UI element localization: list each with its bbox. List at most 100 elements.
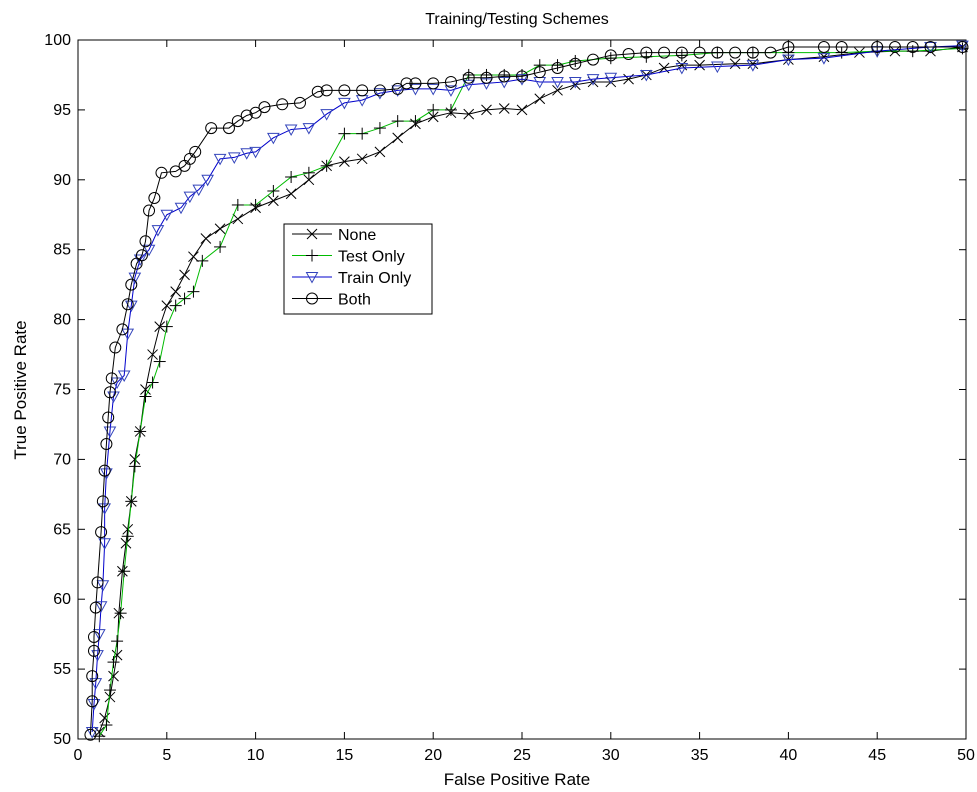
data-point xyxy=(373,122,386,135)
data-point xyxy=(338,97,351,110)
data-point xyxy=(568,76,582,89)
y-axis-label: True Positive Rate xyxy=(11,320,30,459)
data-point xyxy=(205,122,218,135)
data-point xyxy=(835,40,848,53)
data-point xyxy=(498,70,511,83)
legend-box xyxy=(283,223,433,315)
data-point xyxy=(640,46,653,59)
legend: None Test Only Train Only Both xyxy=(283,223,433,315)
legend-label: Test Only xyxy=(338,249,405,266)
data-point xyxy=(604,49,617,62)
legend-marker xyxy=(305,272,319,284)
data-point xyxy=(187,285,200,298)
data-point xyxy=(232,213,244,225)
data-point xyxy=(956,40,969,53)
data-point xyxy=(128,272,142,285)
data-point xyxy=(103,386,116,399)
data-point xyxy=(148,191,161,204)
data-point xyxy=(103,684,116,697)
data-point xyxy=(240,148,254,160)
data-point xyxy=(192,184,206,197)
x-tick-label: 15 xyxy=(336,747,354,764)
data-point xyxy=(409,77,422,90)
data-point xyxy=(605,76,617,88)
data-point xyxy=(391,82,404,95)
data-point xyxy=(356,84,369,97)
x-tick-label: 0 xyxy=(74,747,83,764)
data-point xyxy=(122,523,134,535)
data-point xyxy=(746,60,760,72)
data-point xyxy=(694,59,705,71)
data-point xyxy=(906,40,919,53)
data-point xyxy=(817,40,830,53)
data-point xyxy=(188,251,199,263)
data-point xyxy=(121,530,134,543)
x-tick-label: 35 xyxy=(691,747,709,764)
data-point xyxy=(515,74,529,86)
data-point xyxy=(444,75,457,88)
data-point xyxy=(121,298,134,311)
data-point xyxy=(320,84,333,97)
data-point xyxy=(100,438,113,451)
data-point xyxy=(153,355,166,368)
data-point xyxy=(516,70,528,83)
data-point xyxy=(146,376,159,389)
data-point xyxy=(764,46,777,59)
y-tick-label: 80 xyxy=(53,312,71,329)
data-point xyxy=(249,106,262,119)
data-point xyxy=(587,53,600,66)
data-point xyxy=(179,269,190,281)
data-point xyxy=(675,46,688,59)
data-point xyxy=(267,184,280,197)
y-tick-label: 55 xyxy=(53,661,71,678)
data-point xyxy=(96,495,109,508)
data-point xyxy=(552,84,563,96)
data-point xyxy=(86,670,99,683)
data-point xyxy=(746,46,759,59)
data-point xyxy=(133,254,147,267)
data-point xyxy=(129,454,141,465)
legend-label: Both xyxy=(338,292,371,309)
data-point xyxy=(817,53,831,65)
chart-title: Training/Testing Schemes xyxy=(425,11,609,28)
data-point xyxy=(409,83,422,96)
legend-entry: Test Only xyxy=(292,249,405,266)
data-point xyxy=(480,71,493,84)
data-point xyxy=(338,84,351,97)
y-axis: 50 55 60 65 70 75 80 85 90 95 100 xyxy=(44,32,966,748)
data-point xyxy=(284,124,298,137)
data-point xyxy=(109,341,122,354)
data-point xyxy=(374,146,386,158)
series-train-only xyxy=(85,40,969,739)
x-tick-label: 45 xyxy=(868,747,886,764)
series-line xyxy=(91,45,963,733)
data-point xyxy=(116,323,129,336)
data-point xyxy=(551,59,564,72)
data-point xyxy=(622,47,635,60)
data-point xyxy=(639,69,653,82)
data-point xyxy=(107,656,120,669)
data-point xyxy=(285,171,298,184)
data-point xyxy=(94,601,108,613)
data-point xyxy=(320,109,333,121)
data-point xyxy=(231,115,244,128)
series-test-only xyxy=(93,42,969,743)
data-point xyxy=(409,115,422,128)
data-point xyxy=(444,85,458,97)
x-tick-label: 20 xyxy=(424,747,442,764)
legend-entry: Both xyxy=(292,292,371,309)
y-tick-label: 65 xyxy=(53,521,71,538)
data-point xyxy=(107,391,120,404)
data-point xyxy=(147,349,158,360)
data-point xyxy=(729,58,741,70)
data-point xyxy=(95,526,108,539)
data-point xyxy=(303,174,315,186)
x-axis: 0 5 10 15 20 25 30 35 40 45 50 xyxy=(74,40,975,764)
y-tick-label: 50 xyxy=(53,731,71,748)
data-point xyxy=(143,204,156,217)
data-point xyxy=(200,233,212,244)
data-point xyxy=(222,122,235,135)
data-point xyxy=(178,292,191,305)
data-point xyxy=(675,49,688,62)
data-point xyxy=(196,254,209,267)
